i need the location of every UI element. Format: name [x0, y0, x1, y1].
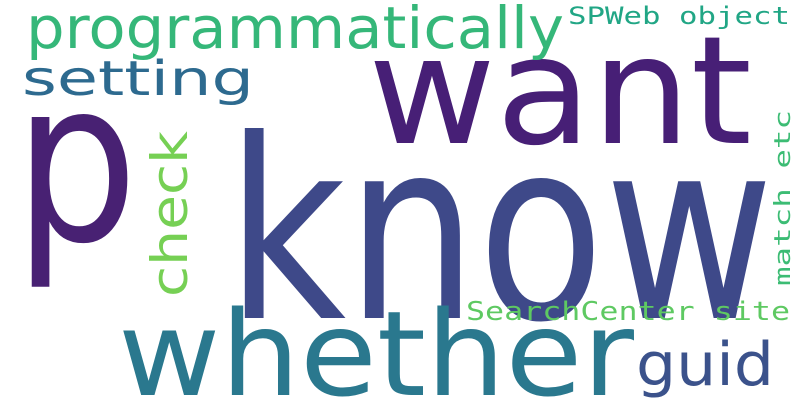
word-searchcenter-site: SearchCenter site	[466, 297, 790, 327]
word-check: check	[141, 131, 199, 297]
word-know: know	[226, 86, 774, 377]
word-p: p	[14, 32, 138, 294]
word-match-etc: match etc	[771, 110, 796, 286]
word-setting: setting	[22, 51, 254, 107]
word-programmatically: programmatically	[26, 0, 564, 62]
word-whether: whether	[118, 285, 635, 400]
word-want: want	[368, 5, 752, 179]
word-spweb-object: SPWeb object	[568, 2, 790, 30]
word-guid: guid	[636, 330, 774, 400]
